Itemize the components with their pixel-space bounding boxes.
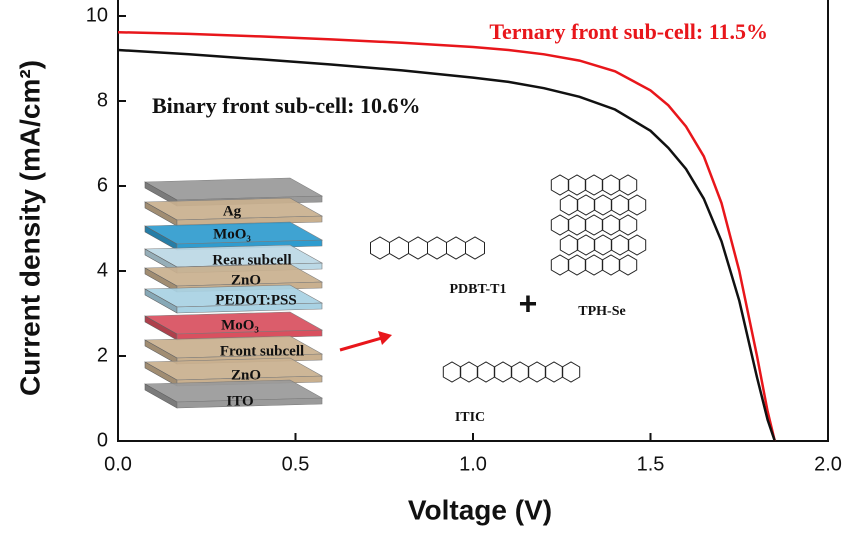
molecule-ring [370,236,390,260]
x-tick-label: 2.0 [814,453,842,475]
molecule-ring [618,214,638,236]
molecule-ring [584,174,604,196]
layer-label: ZnO [231,367,261,383]
molecule-ring [561,361,581,383]
molecule-ring [389,236,409,260]
molecule-ring [446,236,466,260]
molecule-ring [618,174,638,196]
x-tick-label: 0.5 [282,453,310,475]
molecule-ring [576,234,596,256]
layer-edge [176,329,323,341]
molecule-ring [601,214,621,236]
series-line [117,48,776,442]
molecule-ring [550,174,570,196]
molecule-ring [567,254,587,276]
molecule-ring [610,194,630,216]
molecule-ring [476,361,496,383]
molecule-ring [584,214,604,236]
layer-label: ZnO [231,272,261,288]
molecule-ring [544,361,564,383]
molecule-ring [567,174,587,196]
molecule-ring [559,194,579,216]
molecule-ring [567,214,587,236]
arrow [339,336,383,352]
layer-edge [176,302,323,314]
layer-edge [176,215,323,227]
layer-label: Rear subcell [212,252,291,268]
layer-label: PEDOT:PSS [215,292,296,308]
molecule-ring [627,234,647,256]
molecule-ring [442,361,462,383]
molecule-ring [584,254,604,276]
molecule-ring [627,194,647,216]
device-inset: Ag MoO₃ Rear subcell ZnO PEDOT:PSS MoO₃ Front … [143,174,647,425]
x-axis-label: Voltage (V) [408,494,552,525]
molecule-ring [493,361,513,383]
y-axis-label: Current density (mA/cm²) [14,60,45,396]
y-tick-label: 6 [97,174,108,196]
molecule-label: TPH-Se [578,304,625,319]
molecule-ring [408,236,428,260]
molecule-ring [527,361,547,383]
molecule-ring [576,194,596,216]
molecule-ring [465,236,485,260]
arrow-head [378,331,392,345]
layer-label: MoO₃ [213,226,251,242]
molecule-ring [593,194,613,216]
layer-label: Front subcell [220,343,304,359]
molecule-ring [510,361,530,383]
series-annotation: Ternary front sub-cell: 11.5% [489,19,768,44]
molecule-label: ITIC [455,410,485,425]
y-tick-label: 2 [97,344,108,366]
x-tick-label: 1.0 [459,453,487,475]
molecule-ring [618,254,638,276]
x-tick-label: 0.0 [104,453,132,475]
layer-edge [176,397,323,409]
layer-label: Ag [223,203,242,219]
molecule-ring [601,254,621,276]
y-tick-label: 4 [97,259,108,281]
y-tick-label: 10 [86,4,108,26]
molecule-label: PDBT-T1 [449,282,506,297]
series-annotation: Binary front sub-cell: 10.6% [152,93,420,118]
y-tick-label: 8 [97,89,108,111]
molecule-ring [610,234,630,256]
y-tick-label: 0 [97,429,108,451]
layer-label: MoO₃ [221,317,259,333]
x-tick-label: 1.5 [637,453,665,475]
molecule-ring [550,254,570,276]
series-line [117,30,777,442]
molecule-ring [427,236,447,260]
molecule-ring [459,361,479,383]
molecule-ring [601,174,621,196]
layer-label: ITO [226,393,253,409]
molecule-ring [550,214,570,236]
molecule-ring [593,234,613,256]
molecule-ring [559,234,579,256]
plus-sign: + [519,285,538,321]
